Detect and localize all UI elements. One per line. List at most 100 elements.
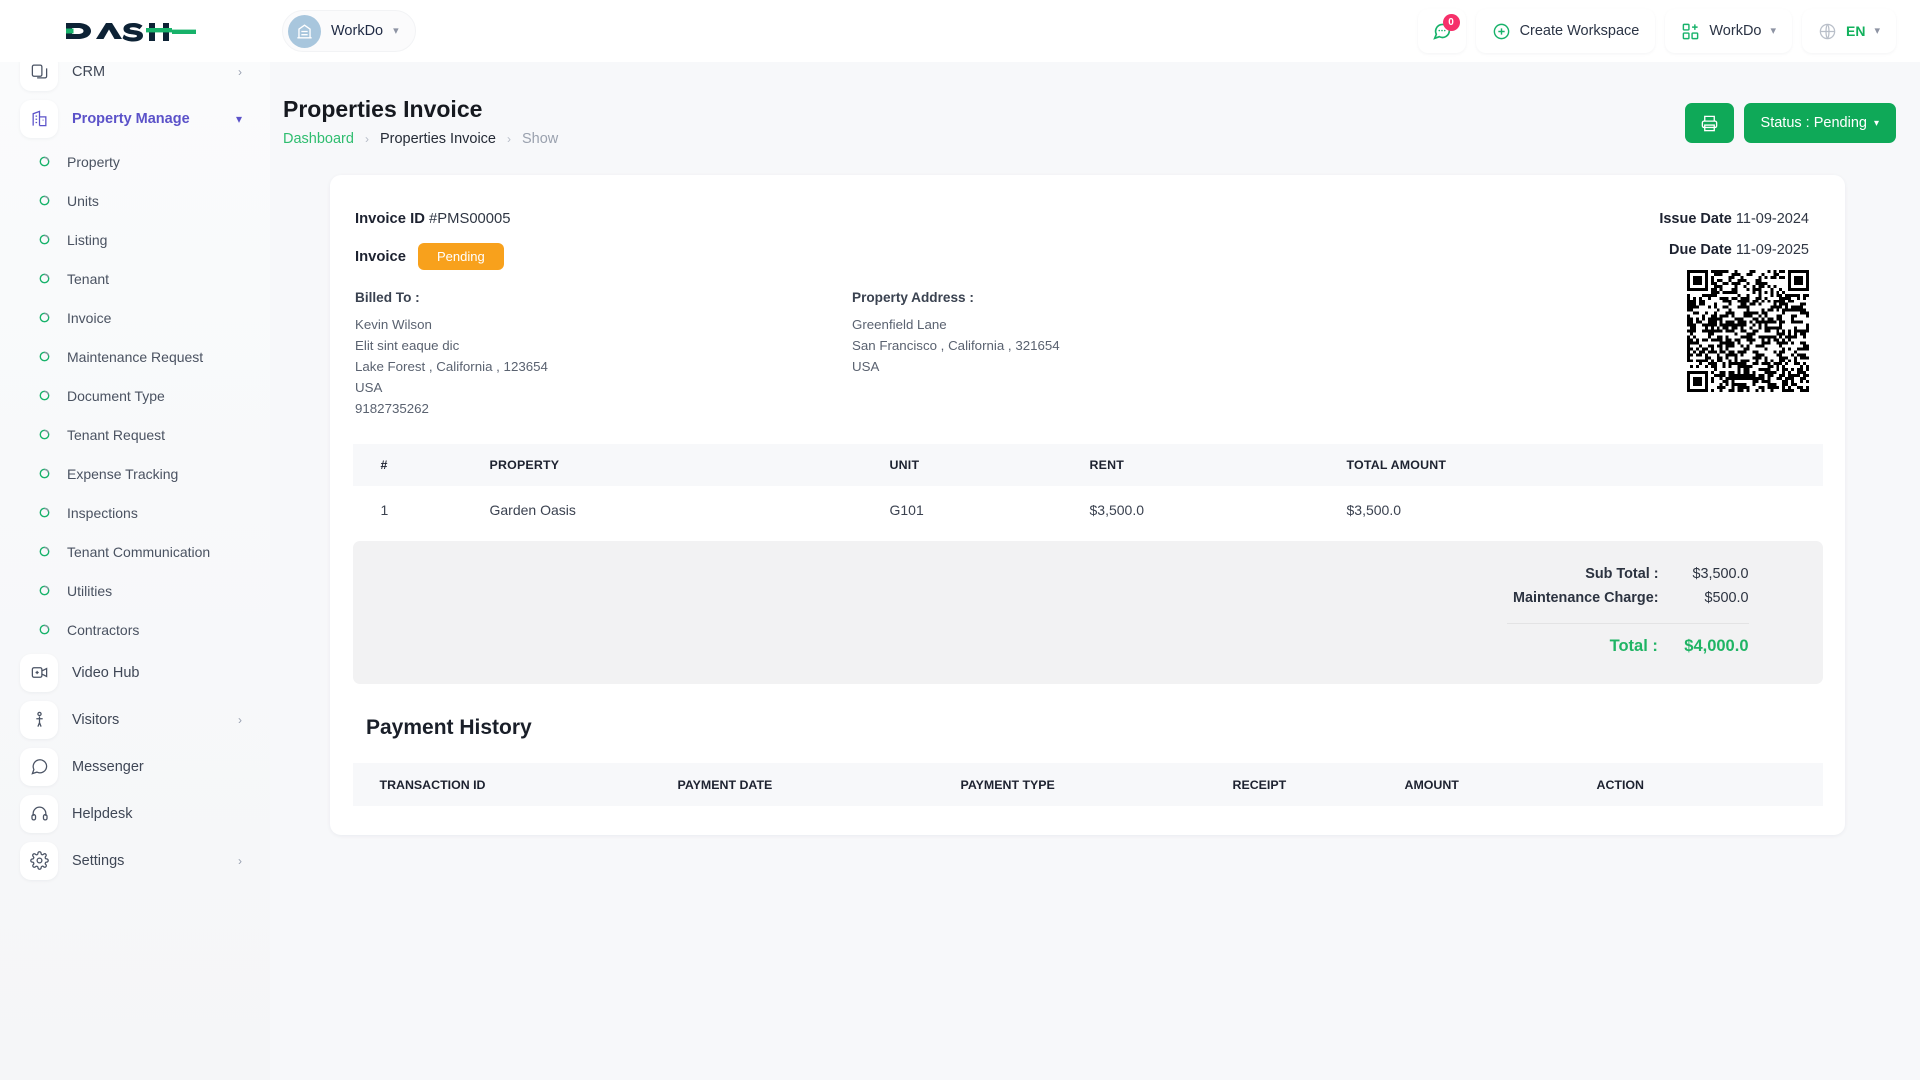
address-line: Elit sint eaque dic	[355, 338, 460, 353]
payment-history-table: TRANSACTION ID PAYMENT DATE PAYMENT TYPE…	[352, 763, 1823, 806]
bullet-icon	[38, 389, 51, 402]
sidebar-subitem-label: Units	[67, 192, 99, 209]
cell-total: $3,500.0	[1346, 501, 1402, 518]
sidebar-subitem-label: Document Type	[67, 387, 165, 404]
sidebar-item-label: Messenger	[72, 758, 144, 775]
column-header-property: PROPERTY	[489, 458, 560, 472]
sidebar-subitem-inspections[interactable]: Inspections	[0, 493, 270, 532]
building-icon	[288, 14, 321, 48]
messenger-icon	[20, 747, 58, 786]
invoice-items-header: # PROPERTY UNIT RENT TOTAL AMOUNT	[352, 444, 1823, 486]
sidebar-item-video-hub[interactable]: Video Hub	[0, 649, 270, 696]
chevron-down-icon: ▾	[1770, 24, 1777, 37]
sidebar-item-label: Visitors	[72, 711, 120, 728]
sidebar-subitem-label: Tenant	[67, 270, 110, 287]
sidebar-subitem-tenant-communication[interactable]: Tenant Communication	[0, 532, 270, 571]
due-date-label: Due Date	[1669, 242, 1732, 258]
printer-icon	[1701, 115, 1717, 131]
workspace-switcher-button[interactable]: WorkDo ▾	[1665, 9, 1793, 53]
create-workspace-button[interactable]: Create Workspace	[1475, 9, 1656, 53]
billed-to-block: Billed To : Kevin Wilson Elit sint eaque …	[355, 290, 852, 419]
column-header-amount: AMOUNT	[1404, 777, 1459, 792]
sidebar-item-settings[interactable]: Settings ›	[0, 837, 270, 884]
crm-icon	[20, 62, 58, 91]
sidebar-item-visitors[interactable]: Visitors ›	[0, 696, 270, 743]
page-actions: Status : Pending ▾	[1684, 103, 1896, 143]
sidebar-item-messenger[interactable]: Messenger	[0, 743, 270, 790]
breadcrumb-show: Show	[522, 131, 559, 147]
address-line: USA	[355, 380, 383, 395]
language-label: EN	[1846, 23, 1866, 39]
issue-date-value: 11-09-2024	[1735, 211, 1809, 227]
sidebar-item-property-manage[interactable]: Property Manage ▾	[0, 95, 270, 142]
invoice-card: Invoice ID #PMS00005 Invoice Pending Iss…	[330, 175, 1845, 835]
dash-logo[interactable]	[62, 15, 197, 47]
maintenance-charge-label: Maintenance Charge:	[1512, 590, 1659, 606]
building-manage-icon	[20, 99, 58, 138]
bullet-icon	[38, 545, 51, 558]
issue-date-row: Issue Date 11-09-2024	[1659, 211, 1809, 227]
invoice-items-table: # PROPERTY UNIT RENT TOTAL AMOUNT 1 Garde…	[352, 444, 1823, 533]
column-header-transaction-id: TRANSACTION ID	[379, 777, 486, 792]
sidebar-item-label: Property Manage	[72, 110, 190, 127]
breadcrumb-separator-icon: ›	[364, 132, 369, 146]
breadcrumb-properties-invoice[interactable]: Properties Invoice	[379, 131, 496, 147]
address-line: USA	[852, 359, 880, 374]
column-header-action: ACTION	[1596, 777, 1645, 792]
address-line: San Francisco , California , 321654	[852, 338, 1060, 353]
sidebar-subitem-utilities[interactable]: Utilities	[0, 571, 270, 610]
billed-to-lines: Kevin Wilson Elit sint eaque dic Lake Fore…	[355, 314, 852, 419]
sidebar-subitem-listing[interactable]: Listing	[0, 220, 270, 259]
print-button[interactable]	[1684, 103, 1734, 143]
column-header-total-amount: TOTAL AMOUNT	[1346, 458, 1447, 472]
sidebar-item-label: Video Hub	[72, 664, 140, 681]
sidebar-subitem-document-type[interactable]: Document Type	[0, 376, 270, 415]
sidebar-subitem-units[interactable]: Units	[0, 181, 270, 220]
sidebar-subitem-expense-tracking[interactable]: Expense Tracking	[0, 454, 270, 493]
qr-code-icon	[1687, 270, 1809, 392]
invoice-header: Invoice ID #PMS00005 Invoice Pending Iss…	[330, 175, 1845, 270]
workspace-name: WorkDo	[331, 23, 384, 39]
sub-total-row: Sub Total : $3,500.0	[1585, 566, 1748, 582]
sidebar-subitem-tenant[interactable]: Tenant	[0, 259, 270, 298]
create-workspace-label: Create Workspace	[1519, 23, 1640, 39]
language-selector[interactable]: EN ▾	[1802, 9, 1896, 53]
breadcrumb-dashboard[interactable]: Dashboard	[283, 131, 354, 147]
invoice-dates: Issue Date 11-09-2024 Due Date 11-09-202…	[1659, 211, 1809, 273]
sidebar-subitem-contractors[interactable]: Contractors	[0, 610, 270, 649]
status-dropdown-label: Status : Pending	[1760, 115, 1867, 131]
sidebar-subitem-label: Tenant Request	[67, 426, 166, 443]
sidebar-subitem-property[interactable]: Property	[0, 142, 270, 181]
invoice-label: Invoice	[355, 248, 406, 265]
dash-logo-icon	[66, 23, 196, 42]
notifications-button[interactable]: 0	[1417, 9, 1466, 53]
sidebar-item-crm[interactable]: CRM ›	[0, 62, 270, 95]
sidebar-item-label: CRM	[72, 63, 106, 80]
totals-divider	[1506, 623, 1749, 624]
chevron-right-icon: ›	[238, 64, 242, 79]
column-header-payment-type: PAYMENT TYPE	[960, 777, 1055, 792]
sidebar-item-helpdesk[interactable]: Helpdesk	[0, 790, 270, 837]
cell-property: Garden Oasis	[489, 501, 576, 518]
workspace-selector[interactable]: WorkDo ▾	[282, 10, 416, 52]
sidebar-sub-items: Property Units Listing Tenant Invoice Mainten…	[0, 142, 270, 649]
sidebar-subitem-invoice[interactable]: Invoice	[0, 298, 270, 337]
gear-icon	[20, 841, 58, 880]
grand-total-row: Total : $4,000.0	[1610, 637, 1749, 656]
sidebar-subitem-tenant-request[interactable]: Tenant Request	[0, 415, 270, 454]
sidebar-subitem-maintenance-request[interactable]: Maintenance Request	[0, 337, 270, 376]
address-line: Kevin Wilson	[355, 317, 432, 332]
status-dropdown-button[interactable]: Status : Pending ▾	[1743, 103, 1896, 143]
column-header-payment-date: PAYMENT DATE	[677, 777, 773, 792]
due-date-value: 11-09-2025	[1735, 242, 1809, 258]
payment-history-header: TRANSACTION ID PAYMENT DATE PAYMENT TYPE…	[352, 763, 1823, 806]
bullet-icon	[38, 233, 51, 246]
sidebar-subitem-label: Property	[67, 153, 120, 170]
cell-num: 1	[380, 501, 389, 518]
caret-down-icon: ▾	[1873, 117, 1879, 129]
bullet-icon	[38, 623, 51, 636]
cell-rent: $3,500.0	[1089, 501, 1145, 518]
bullet-icon	[38, 506, 51, 519]
grid-plus-icon	[1683, 23, 1699, 39]
property-address-block: Property Address : Greenfield Lane San Fr…	[852, 290, 1349, 419]
